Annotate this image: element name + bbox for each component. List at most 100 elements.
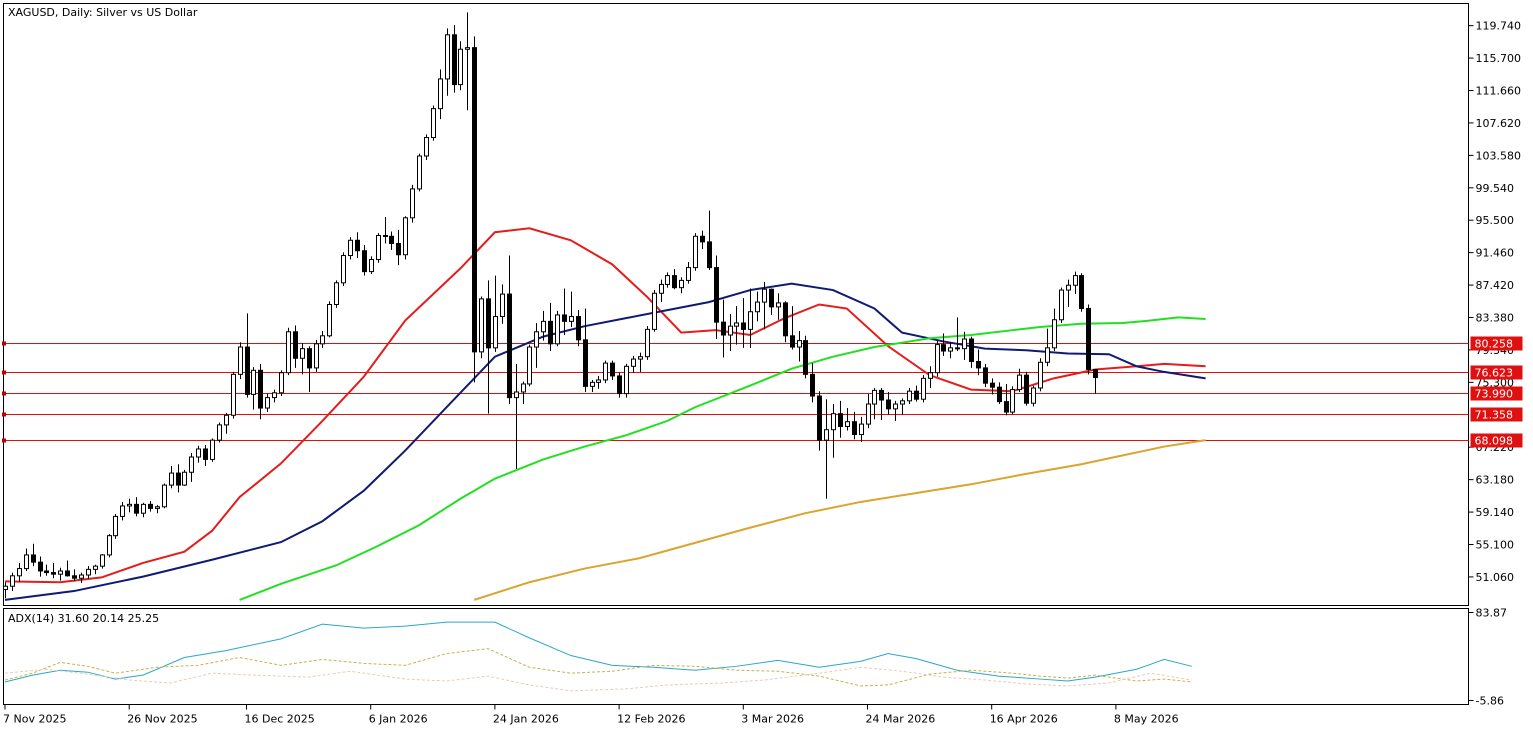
candle xyxy=(741,298,746,348)
candle xyxy=(1004,383,1009,416)
x-tick-label: 24 Jan 2026 xyxy=(493,713,559,726)
candle-body xyxy=(272,392,277,399)
candle-body xyxy=(189,456,194,473)
candle xyxy=(900,398,905,415)
candle xyxy=(155,505,160,514)
candle xyxy=(452,25,457,93)
candle-body xyxy=(617,375,622,395)
candle xyxy=(79,572,84,584)
level-label: 73.990 xyxy=(1475,388,1514,401)
candle xyxy=(107,534,112,558)
candle-body xyxy=(638,356,643,360)
candle-body xyxy=(196,448,201,458)
candle-body xyxy=(755,301,760,313)
candle xyxy=(24,548,29,571)
candle xyxy=(776,293,781,320)
price-axis: 119.740 115.700 111.660 107.620 103.580 99.54… xyxy=(1468,20,1522,584)
candle-body xyxy=(928,372,933,379)
x-tick-label: 7 Nov 2025 xyxy=(3,713,66,726)
candle-body xyxy=(355,239,360,252)
candle-body xyxy=(872,389,877,405)
candle-body xyxy=(824,429,829,441)
price-tick-label: 87.420 xyxy=(1476,279,1515,292)
candle xyxy=(231,371,236,419)
adx-line-3 xyxy=(4,666,1192,692)
candle xyxy=(886,391,891,415)
candle xyxy=(210,438,215,462)
candle xyxy=(1079,273,1084,312)
candle xyxy=(251,367,256,410)
candle-body xyxy=(831,413,836,431)
candle-body xyxy=(38,561,43,572)
candle xyxy=(555,310,560,347)
candle xyxy=(493,275,498,352)
candle-body xyxy=(686,267,691,281)
candle-body xyxy=(652,292,657,330)
candle xyxy=(762,282,767,330)
candle xyxy=(962,331,967,360)
candle-body xyxy=(465,47,470,50)
candle xyxy=(314,339,319,372)
candle xyxy=(93,564,98,575)
candle xyxy=(859,416,864,442)
candle xyxy=(893,400,898,421)
candle xyxy=(707,210,712,270)
price-tick-label: 103.580 xyxy=(1476,149,1522,162)
level-marker xyxy=(2,341,6,346)
candle xyxy=(162,483,167,509)
candle-body xyxy=(1073,275,1078,286)
candle-body xyxy=(182,471,187,486)
candle xyxy=(686,261,691,284)
candle xyxy=(645,326,650,360)
candle-body xyxy=(417,155,422,190)
price-tick-label: 63.180 xyxy=(1476,474,1515,487)
candle-body xyxy=(245,346,250,395)
candle-body xyxy=(645,328,650,358)
candle-body xyxy=(790,335,795,348)
level-label-box xyxy=(1470,336,1523,351)
candle xyxy=(948,343,953,359)
candle-body xyxy=(210,439,215,460)
moving-average-line-1 xyxy=(4,227,1206,584)
candle-body xyxy=(479,298,484,353)
adx-tick-label: 83.87 xyxy=(1476,607,1508,620)
candle xyxy=(189,452,194,482)
candle-body xyxy=(493,316,498,349)
candle-body xyxy=(169,472,174,486)
candle xyxy=(396,229,401,266)
level-label-box xyxy=(1470,433,1523,448)
candle xyxy=(845,408,850,431)
candle xyxy=(569,291,574,327)
candle xyxy=(113,513,118,539)
price-tick-label: 111.660 xyxy=(1476,85,1522,98)
candle xyxy=(327,301,332,338)
candle xyxy=(224,412,229,434)
candle xyxy=(514,363,519,470)
candle xyxy=(534,322,539,368)
adx-label: ADX(14) 31.60 20.14 25.25 xyxy=(8,612,159,625)
price-tick-label: 115.700 xyxy=(1476,52,1522,65)
candle xyxy=(955,317,960,352)
x-tick-label: 16 Dec 2025 xyxy=(245,713,315,726)
candle xyxy=(424,134,429,161)
moving-average-line-3 xyxy=(239,316,1206,601)
candle-body xyxy=(1031,387,1036,404)
candle-body xyxy=(72,575,77,579)
candle xyxy=(631,355,636,373)
candle xyxy=(610,360,615,380)
candle xyxy=(141,502,146,518)
candle xyxy=(1066,279,1071,307)
candle-body xyxy=(162,484,167,508)
candle xyxy=(86,566,91,580)
level-label-box xyxy=(1470,407,1523,422)
candle-body xyxy=(900,400,905,405)
candle xyxy=(355,232,360,258)
candle-body xyxy=(562,314,567,322)
candle xyxy=(672,269,677,290)
candle-body xyxy=(969,338,974,362)
candle-body xyxy=(3,585,8,590)
candle xyxy=(1024,371,1029,406)
candle xyxy=(866,393,871,429)
candle-body xyxy=(866,403,871,425)
candle-body xyxy=(258,369,263,409)
